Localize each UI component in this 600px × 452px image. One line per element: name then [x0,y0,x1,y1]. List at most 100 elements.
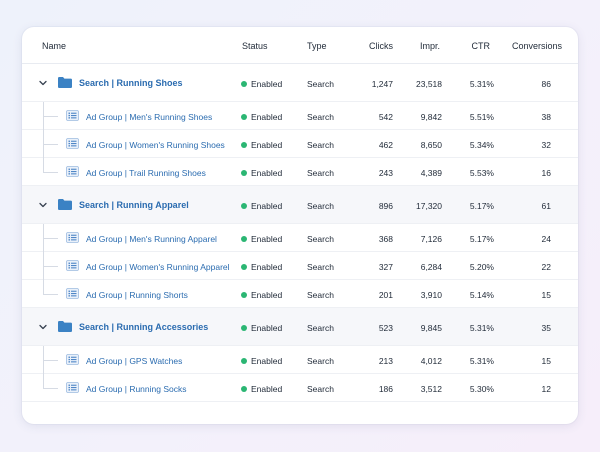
status-enabled-dot-icon [241,170,247,176]
folder-icon [57,320,73,333]
impressions-value: 4,389 [420,168,442,178]
header-impr[interactable]: Impr. [419,41,440,51]
status-text: Enabled [251,262,283,272]
ad-group-name-link[interactable]: Ad Group | Men's Running Apparel [86,234,217,244]
campaign-row[interactable]: Search | Running Shoes Enabled Search 1,247… [22,64,578,102]
ad-group-row[interactable]: Ad Group | Women's Running Shoes Enabled S… [22,130,578,158]
tree-vertical-connector [43,346,44,389]
ad-group-row[interactable]: Ad Group | Trail Running Shoes Enabled Sea… [22,158,578,186]
status-text: Enabled [251,323,283,333]
status-enabled-dot-icon [241,203,247,209]
header-name[interactable]: Name [42,41,67,51]
status-text: Enabled [251,140,283,150]
conversions-value: 86 [541,79,551,89]
table-header: Name Status Type Clicks Impr. CTR Conver… [22,27,578,64]
impressions-value: 3,910 [420,290,442,300]
conversions-value: 15 [541,290,551,300]
status-text: Enabled [251,79,283,89]
type-text: Search [307,168,334,178]
type-text: Search [307,262,334,272]
status-enabled-dot-icon [241,236,247,242]
ad-group-name-link[interactable]: Ad Group | Running Shorts [86,290,188,300]
ctr-value: 5.14% [469,290,494,300]
ctr-value: 5.31% [469,323,494,333]
conversions-value: 32 [541,140,551,150]
clicks-value: 523 [378,323,393,333]
chevron-down-icon[interactable] [38,322,48,332]
header-clicks[interactable]: Clicks [369,41,393,51]
tree-branch-connector [43,238,58,239]
ad-group-name-link[interactable]: Ad Group | Running Socks [86,384,187,394]
impressions-value: 4,012 [420,356,442,366]
campaign-name-link[interactable]: Search | Running Accessories [79,322,209,332]
type-text: Search [307,79,334,89]
header-type[interactable]: Type [307,41,327,51]
clicks-value: 542 [378,112,393,122]
type-text: Search [307,356,334,366]
conversions-value: 35 [541,323,551,333]
conversions-value: 12 [541,384,551,394]
impressions-value: 3,512 [420,384,442,394]
ad-group-list-icon [66,232,79,243]
ad-group-list-icon [66,288,79,299]
campaign-name-link[interactable]: Search | Running Apparel [79,200,189,210]
impressions-value: 9,842 [420,112,442,122]
tree-vertical-connector [43,224,44,295]
clicks-value: 327 [378,262,393,272]
ad-group-row[interactable]: Ad Group | Running Socks Enabled Search 186… [22,374,578,402]
status-enabled-dot-icon [241,325,247,331]
ctr-value: 5.53% [469,168,494,178]
campaign-row[interactable]: Search | Running Accessories Enabled Searc… [22,308,578,346]
ad-group-name-link[interactable]: Ad Group | Women's Running Apparel [86,262,230,272]
impressions-value: 7,126 [420,234,442,244]
clicks-value: 896 [378,201,393,211]
clicks-value: 186 [378,384,393,394]
chevron-down-icon[interactable] [38,200,48,210]
ad-group-list-icon [66,382,79,393]
tree-branch-connector [43,294,58,295]
ad-group-row[interactable]: Ad Group | GPS Watches Enabled Search 213 4,… [22,346,578,374]
ad-group-list-icon [66,260,79,271]
impressions-value: 23,518 [416,79,442,89]
conversions-value: 38 [541,112,551,122]
tree-branch-connector [43,388,58,389]
ad-group-row[interactable]: Ad Group | Men's Running Apparel Enabled S… [22,224,578,252]
clicks-value: 213 [378,356,393,366]
ad-group-name-link[interactable]: Ad Group | Trail Running Shoes [86,168,206,178]
ctr-value: 5.31% [469,356,494,366]
header-ctr[interactable]: CTR [471,41,491,51]
ctr-value: 5.17% [469,234,494,244]
ctr-value: 5.51% [469,112,494,122]
header-conversions[interactable]: Conversions [511,41,562,51]
tree-branch-connector [43,172,58,173]
tree-branch-connector [43,266,58,267]
header-status[interactable]: Status [242,41,268,51]
conversions-value: 24 [541,234,551,244]
chevron-down-icon[interactable] [38,78,48,88]
status-enabled-dot-icon [241,114,247,120]
folder-icon [57,76,73,89]
campaigns-table-card: Name Status Type Clicks Impr. CTR Conver… [22,27,578,424]
tree-branch-connector [43,360,58,361]
status-enabled-dot-icon [241,358,247,364]
ad-group-row[interactable]: Ad Group | Men's Running Shoes Enabled Sea… [22,102,578,130]
clicks-value: 243 [378,168,393,178]
type-text: Search [307,323,334,333]
campaign-row[interactable]: Search | Running Apparel Enabled Search 896… [22,186,578,224]
ad-group-name-link[interactable]: Ad Group | Women's Running Shoes [86,140,225,150]
campaign-name-link[interactable]: Search | Running Shoes [79,78,183,88]
ad-group-row[interactable]: Ad Group | Women's Running Apparel Enable… [22,252,578,280]
conversions-value: 61 [541,201,551,211]
status-text: Enabled [251,384,283,394]
status-text: Enabled [251,112,283,122]
ad-group-row[interactable]: Ad Group | Running Shorts Enabled Search 20… [22,280,578,308]
impressions-value: 17,320 [416,201,442,211]
status-text: Enabled [251,356,283,366]
ad-group-name-link[interactable]: Ad Group | GPS Watches [86,356,183,366]
clicks-value: 462 [378,140,393,150]
ctr-value: 5.31% [469,79,494,89]
impressions-value: 9,845 [420,323,442,333]
type-text: Search [307,140,334,150]
type-text: Search [307,234,334,244]
ad-group-name-link[interactable]: Ad Group | Men's Running Shoes [86,112,213,122]
